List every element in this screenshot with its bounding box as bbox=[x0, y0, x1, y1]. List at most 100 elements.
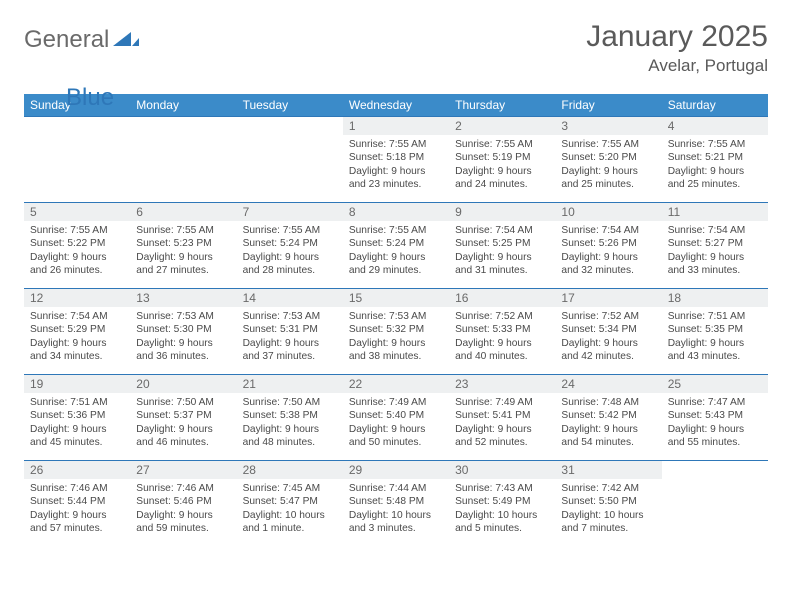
day-number: 26 bbox=[24, 461, 130, 479]
day-number: 7 bbox=[237, 203, 343, 221]
day-cell bbox=[24, 117, 130, 203]
week-row: 5Sunrise: 7:55 AMSunset: 5:22 PMDaylight… bbox=[24, 203, 768, 289]
day-cell: 3Sunrise: 7:55 AMSunset: 5:20 PMDaylight… bbox=[555, 117, 661, 203]
day-number: 22 bbox=[343, 375, 449, 393]
title-month: January 2025 bbox=[586, 20, 768, 54]
logo-word1: General bbox=[24, 26, 109, 54]
day-number: 4 bbox=[662, 117, 768, 135]
calendar-head: SundayMondayTuesdayWednesdayThursdayFrid… bbox=[24, 94, 768, 117]
day-cell bbox=[130, 117, 236, 203]
day-content: Sunrise: 7:43 AMSunset: 5:49 PMDaylight:… bbox=[449, 479, 555, 540]
day-content: Sunrise: 7:50 AMSunset: 5:38 PMDaylight:… bbox=[237, 393, 343, 454]
day-number: 15 bbox=[343, 289, 449, 307]
day-cell: 22Sunrise: 7:49 AMSunset: 5:40 PMDayligh… bbox=[343, 375, 449, 461]
day-number-empty bbox=[237, 117, 343, 135]
day-content: Sunrise: 7:55 AMSunset: 5:24 PMDaylight:… bbox=[343, 221, 449, 282]
dayname-monday: Monday bbox=[130, 94, 236, 117]
day-content: Sunrise: 7:49 AMSunset: 5:40 PMDaylight:… bbox=[343, 393, 449, 454]
day-content: Sunrise: 7:52 AMSunset: 5:33 PMDaylight:… bbox=[449, 307, 555, 368]
day-number: 27 bbox=[130, 461, 236, 479]
week-row: 12Sunrise: 7:54 AMSunset: 5:29 PMDayligh… bbox=[24, 289, 768, 375]
day-content: Sunrise: 7:50 AMSunset: 5:37 PMDaylight:… bbox=[130, 393, 236, 454]
day-cell: 12Sunrise: 7:54 AMSunset: 5:29 PMDayligh… bbox=[24, 289, 130, 375]
day-cell: 25Sunrise: 7:47 AMSunset: 5:43 PMDayligh… bbox=[662, 375, 768, 461]
day-number: 29 bbox=[343, 461, 449, 479]
day-cell: 9Sunrise: 7:54 AMSunset: 5:25 PMDaylight… bbox=[449, 203, 555, 289]
day-content: Sunrise: 7:54 AMSunset: 5:29 PMDaylight:… bbox=[24, 307, 130, 368]
day-number: 1 bbox=[343, 117, 449, 135]
dayname-saturday: Saturday bbox=[662, 94, 768, 117]
day-number: 3 bbox=[555, 117, 661, 135]
day-number: 2 bbox=[449, 117, 555, 135]
day-number: 28 bbox=[237, 461, 343, 479]
day-number: 9 bbox=[449, 203, 555, 221]
day-number: 31 bbox=[555, 461, 661, 479]
day-cell: 10Sunrise: 7:54 AMSunset: 5:26 PMDayligh… bbox=[555, 203, 661, 289]
day-content: Sunrise: 7:52 AMSunset: 5:34 PMDaylight:… bbox=[555, 307, 661, 368]
day-cell: 16Sunrise: 7:52 AMSunset: 5:33 PMDayligh… bbox=[449, 289, 555, 375]
day-content: Sunrise: 7:53 AMSunset: 5:31 PMDaylight:… bbox=[237, 307, 343, 368]
day-cell: 6Sunrise: 7:55 AMSunset: 5:23 PMDaylight… bbox=[130, 203, 236, 289]
day-number: 17 bbox=[555, 289, 661, 307]
day-content: Sunrise: 7:49 AMSunset: 5:41 PMDaylight:… bbox=[449, 393, 555, 454]
day-cell: 5Sunrise: 7:55 AMSunset: 5:22 PMDaylight… bbox=[24, 203, 130, 289]
day-number-empty bbox=[24, 117, 130, 135]
day-number: 23 bbox=[449, 375, 555, 393]
day-cell bbox=[662, 461, 768, 547]
day-cell: 15Sunrise: 7:53 AMSunset: 5:32 PMDayligh… bbox=[343, 289, 449, 375]
day-content: Sunrise: 7:46 AMSunset: 5:46 PMDaylight:… bbox=[130, 479, 236, 540]
day-cell: 11Sunrise: 7:54 AMSunset: 5:27 PMDayligh… bbox=[662, 203, 768, 289]
dayname-tuesday: Tuesday bbox=[237, 94, 343, 117]
day-number: 8 bbox=[343, 203, 449, 221]
dayname-friday: Friday bbox=[555, 94, 661, 117]
day-content: Sunrise: 7:53 AMSunset: 5:30 PMDaylight:… bbox=[130, 307, 236, 368]
day-cell: 14Sunrise: 7:53 AMSunset: 5:31 PMDayligh… bbox=[237, 289, 343, 375]
day-number-empty bbox=[662, 461, 768, 479]
day-cell: 1Sunrise: 7:55 AMSunset: 5:18 PMDaylight… bbox=[343, 117, 449, 203]
calendar-table: SundayMondayTuesdayWednesdayThursdayFrid… bbox=[24, 94, 768, 547]
day-number: 14 bbox=[237, 289, 343, 307]
title-block: January 2025 Avelar, Portugal bbox=[586, 20, 768, 76]
day-cell: 29Sunrise: 7:44 AMSunset: 5:48 PMDayligh… bbox=[343, 461, 449, 547]
day-content: Sunrise: 7:54 AMSunset: 5:27 PMDaylight:… bbox=[662, 221, 768, 282]
day-number: 25 bbox=[662, 375, 768, 393]
week-row: 19Sunrise: 7:51 AMSunset: 5:36 PMDayligh… bbox=[24, 375, 768, 461]
day-number: 5 bbox=[24, 203, 130, 221]
day-content: Sunrise: 7:48 AMSunset: 5:42 PMDaylight:… bbox=[555, 393, 661, 454]
calendar-body: 1Sunrise: 7:55 AMSunset: 5:18 PMDaylight… bbox=[24, 117, 768, 547]
day-cell: 31Sunrise: 7:42 AMSunset: 5:50 PMDayligh… bbox=[555, 461, 661, 547]
day-content: Sunrise: 7:46 AMSunset: 5:44 PMDaylight:… bbox=[24, 479, 130, 540]
day-cell: 13Sunrise: 7:53 AMSunset: 5:30 PMDayligh… bbox=[130, 289, 236, 375]
day-content: Sunrise: 7:45 AMSunset: 5:47 PMDaylight:… bbox=[237, 479, 343, 540]
day-cell: 20Sunrise: 7:50 AMSunset: 5:37 PMDayligh… bbox=[130, 375, 236, 461]
day-content: Sunrise: 7:55 AMSunset: 5:21 PMDaylight:… bbox=[662, 135, 768, 196]
day-number: 13 bbox=[130, 289, 236, 307]
day-number: 19 bbox=[24, 375, 130, 393]
day-content: Sunrise: 7:47 AMSunset: 5:43 PMDaylight:… bbox=[662, 393, 768, 454]
title-location: Avelar, Portugal bbox=[586, 56, 768, 76]
day-cell: 19Sunrise: 7:51 AMSunset: 5:36 PMDayligh… bbox=[24, 375, 130, 461]
day-number: 20 bbox=[130, 375, 236, 393]
page-header: General January 2025 Avelar, Portugal bbox=[24, 20, 768, 76]
day-cell bbox=[237, 117, 343, 203]
day-cell: 30Sunrise: 7:43 AMSunset: 5:49 PMDayligh… bbox=[449, 461, 555, 547]
week-row: 1Sunrise: 7:55 AMSunset: 5:18 PMDaylight… bbox=[24, 117, 768, 203]
logo-word2: Blue bbox=[66, 84, 114, 112]
week-row: 26Sunrise: 7:46 AMSunset: 5:44 PMDayligh… bbox=[24, 461, 768, 547]
day-number: 24 bbox=[555, 375, 661, 393]
day-content: Sunrise: 7:55 AMSunset: 5:20 PMDaylight:… bbox=[555, 135, 661, 196]
day-number: 12 bbox=[24, 289, 130, 307]
day-number: 11 bbox=[662, 203, 768, 221]
day-content: Sunrise: 7:42 AMSunset: 5:50 PMDaylight:… bbox=[555, 479, 661, 540]
day-content: Sunrise: 7:55 AMSunset: 5:19 PMDaylight:… bbox=[449, 135, 555, 196]
day-cell: 24Sunrise: 7:48 AMSunset: 5:42 PMDayligh… bbox=[555, 375, 661, 461]
day-number: 16 bbox=[449, 289, 555, 307]
logo: General bbox=[24, 20, 141, 54]
day-number: 21 bbox=[237, 375, 343, 393]
day-content: Sunrise: 7:51 AMSunset: 5:36 PMDaylight:… bbox=[24, 393, 130, 454]
day-content: Sunrise: 7:54 AMSunset: 5:26 PMDaylight:… bbox=[555, 221, 661, 282]
day-content: Sunrise: 7:55 AMSunset: 5:18 PMDaylight:… bbox=[343, 135, 449, 196]
day-cell: 17Sunrise: 7:52 AMSunset: 5:34 PMDayligh… bbox=[555, 289, 661, 375]
logo-icon bbox=[113, 28, 139, 53]
day-content: Sunrise: 7:55 AMSunset: 5:22 PMDaylight:… bbox=[24, 221, 130, 282]
